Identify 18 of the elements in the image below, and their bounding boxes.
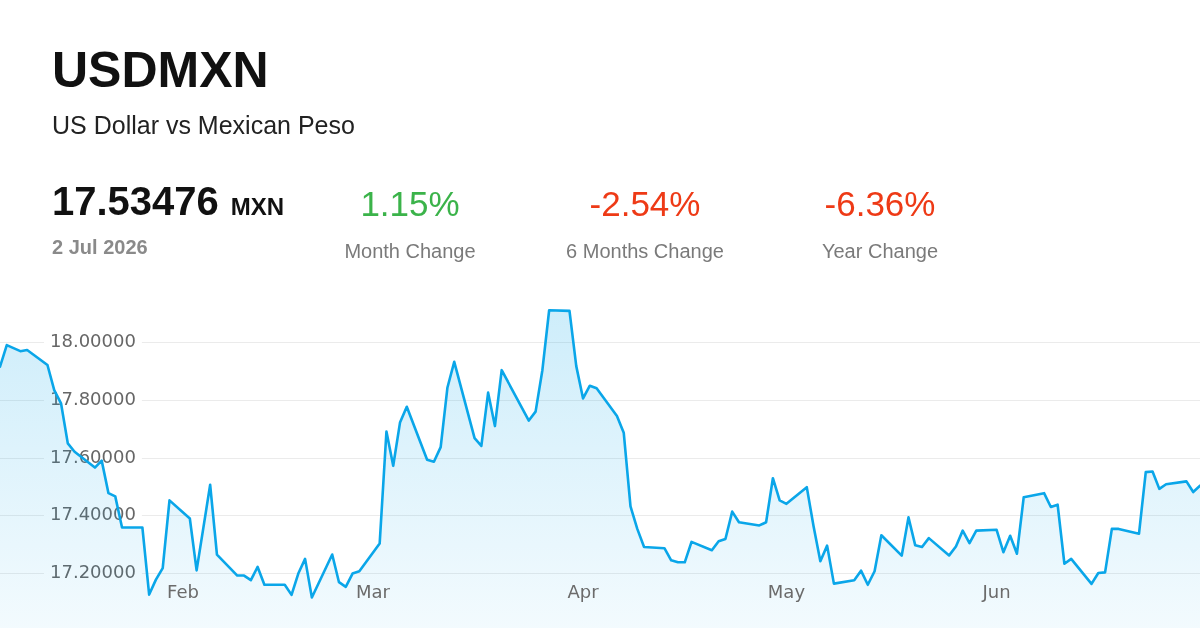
y-tick-label: 18.00000 [50, 330, 136, 352]
annotation: 17.53476 [52, 179, 219, 223]
text: US Dollar vs Mexican Peso [52, 111, 355, 139]
y-tick-label: 17.20000 [50, 560, 136, 582]
text: USDMXN [52, 42, 269, 98]
annotation: Year Change [821, 240, 939, 262]
annotation: 2 Jul 2026 [52, 236, 148, 258]
x-tick-label: Jun [981, 580, 1011, 602]
annotation: 1.15% [359, 184, 461, 223]
annotation: -6.36% [823, 184, 937, 223]
x-tick-label: Feb [167, 580, 199, 602]
annotation: MXN [230, 193, 285, 220]
annotation: 6 Months Change [565, 240, 725, 262]
x-tick-label: Apr [567, 580, 600, 602]
annotation: -2.54% [588, 184, 702, 223]
annotation: Month Change [343, 240, 477, 262]
x-tick-label: Mar [355, 580, 391, 602]
x-tick-label: May [767, 580, 806, 602]
